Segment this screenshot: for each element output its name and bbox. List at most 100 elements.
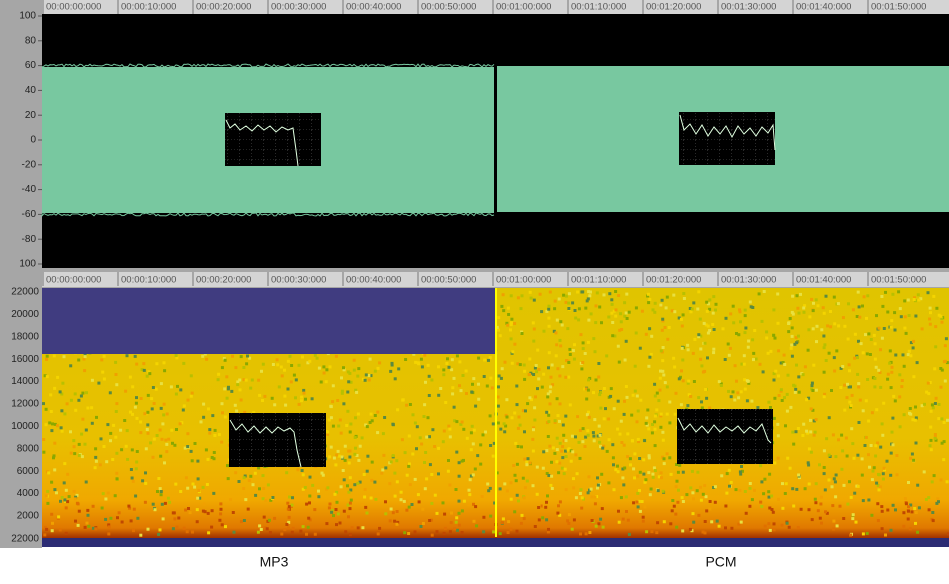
speckle bbox=[937, 403, 941, 406]
speckle bbox=[681, 470, 685, 474]
speckle bbox=[488, 414, 492, 418]
speckle bbox=[792, 383, 796, 387]
speckle bbox=[790, 310, 794, 314]
speckle bbox=[939, 314, 943, 318]
speckle bbox=[179, 490, 183, 493]
speckle bbox=[471, 442, 475, 446]
speckle bbox=[74, 519, 77, 523]
speckle bbox=[724, 526, 727, 530]
speckle bbox=[823, 392, 827, 396]
speckle bbox=[909, 341, 913, 345]
speckle bbox=[174, 482, 178, 486]
speckle bbox=[769, 349, 773, 353]
speckle bbox=[851, 442, 855, 446]
speckle bbox=[856, 453, 860, 457]
speckle bbox=[619, 419, 623, 423]
speckle bbox=[624, 495, 628, 499]
speckle bbox=[160, 437, 164, 441]
speckle bbox=[451, 392, 455, 396]
timeline-label: 00:00:10:000 bbox=[121, 2, 176, 13]
speckle bbox=[625, 510, 628, 513]
speckle bbox=[669, 472, 673, 476]
speckle bbox=[939, 367, 943, 370]
speckle bbox=[592, 439, 596, 443]
speckle bbox=[799, 292, 802, 296]
speckle bbox=[286, 387, 290, 391]
speckle bbox=[912, 339, 915, 343]
speckle bbox=[258, 524, 262, 528]
speckle bbox=[592, 337, 596, 341]
speckle bbox=[927, 392, 931, 396]
speckle bbox=[872, 333, 876, 337]
speckle bbox=[805, 398, 809, 402]
speckle bbox=[405, 499, 409, 503]
speckle bbox=[623, 358, 627, 362]
speckle bbox=[388, 482, 392, 486]
speckle bbox=[545, 410, 549, 414]
speckle bbox=[290, 530, 294, 534]
speckle bbox=[360, 503, 364, 506]
speckle bbox=[715, 519, 719, 523]
speckle bbox=[791, 312, 795, 316]
speckle bbox=[738, 310, 742, 314]
speckle bbox=[676, 500, 680, 504]
speckle bbox=[376, 532, 380, 536]
speckle bbox=[202, 415, 206, 419]
speckle bbox=[564, 439, 568, 443]
axis-label: 12000 bbox=[11, 399, 39, 410]
speckle bbox=[308, 501, 311, 505]
speckle bbox=[283, 394, 287, 398]
speckle bbox=[519, 521, 523, 525]
speckle bbox=[352, 358, 356, 362]
speckle bbox=[781, 506, 785, 510]
speckle bbox=[144, 447, 148, 451]
speckle bbox=[626, 432, 630, 436]
speckle bbox=[548, 290, 552, 294]
speckle bbox=[447, 459, 450, 462]
speckle bbox=[331, 400, 335, 404]
speckle bbox=[226, 387, 230, 391]
speckle bbox=[864, 399, 868, 403]
speckle bbox=[880, 336, 884, 340]
speckle bbox=[572, 518, 576, 522]
speckle bbox=[206, 457, 210, 461]
speckle bbox=[455, 450, 459, 454]
axis-label: 20000 bbox=[11, 309, 39, 320]
speckle bbox=[505, 415, 509, 419]
speckle bbox=[423, 461, 426, 464]
speckle bbox=[317, 489, 320, 493]
speckle bbox=[833, 480, 837, 484]
speckle bbox=[60, 496, 64, 499]
speckle bbox=[457, 511, 461, 515]
speckle bbox=[692, 380, 696, 383]
speckle bbox=[42, 402, 45, 406]
speckle bbox=[109, 516, 113, 520]
speckle bbox=[673, 412, 677, 416]
speckle bbox=[232, 530, 236, 534]
speckle bbox=[443, 526, 447, 530]
speckle bbox=[520, 294, 524, 298]
speckle bbox=[809, 418, 812, 422]
speckle bbox=[488, 486, 492, 490]
speckle bbox=[567, 513, 571, 517]
speckle bbox=[665, 412, 669, 416]
speckle bbox=[814, 418, 818, 422]
speckle bbox=[498, 487, 502, 491]
speckle bbox=[547, 316, 551, 320]
speckle bbox=[542, 450, 546, 454]
speckle bbox=[132, 529, 135, 533]
speckle bbox=[873, 377, 877, 380]
speckle bbox=[509, 294, 513, 298]
speckle bbox=[450, 368, 454, 372]
speckle bbox=[146, 527, 150, 531]
speckle bbox=[821, 306, 825, 310]
speckle bbox=[260, 369, 263, 373]
speckle bbox=[391, 511, 395, 515]
speckle bbox=[584, 306, 588, 310]
timeline-label: 00:01:30:000 bbox=[721, 275, 776, 286]
speckle bbox=[724, 504, 728, 508]
speckle bbox=[389, 369, 393, 373]
speckle bbox=[570, 434, 574, 438]
speckle bbox=[428, 519, 432, 522]
speckle bbox=[825, 437, 829, 441]
